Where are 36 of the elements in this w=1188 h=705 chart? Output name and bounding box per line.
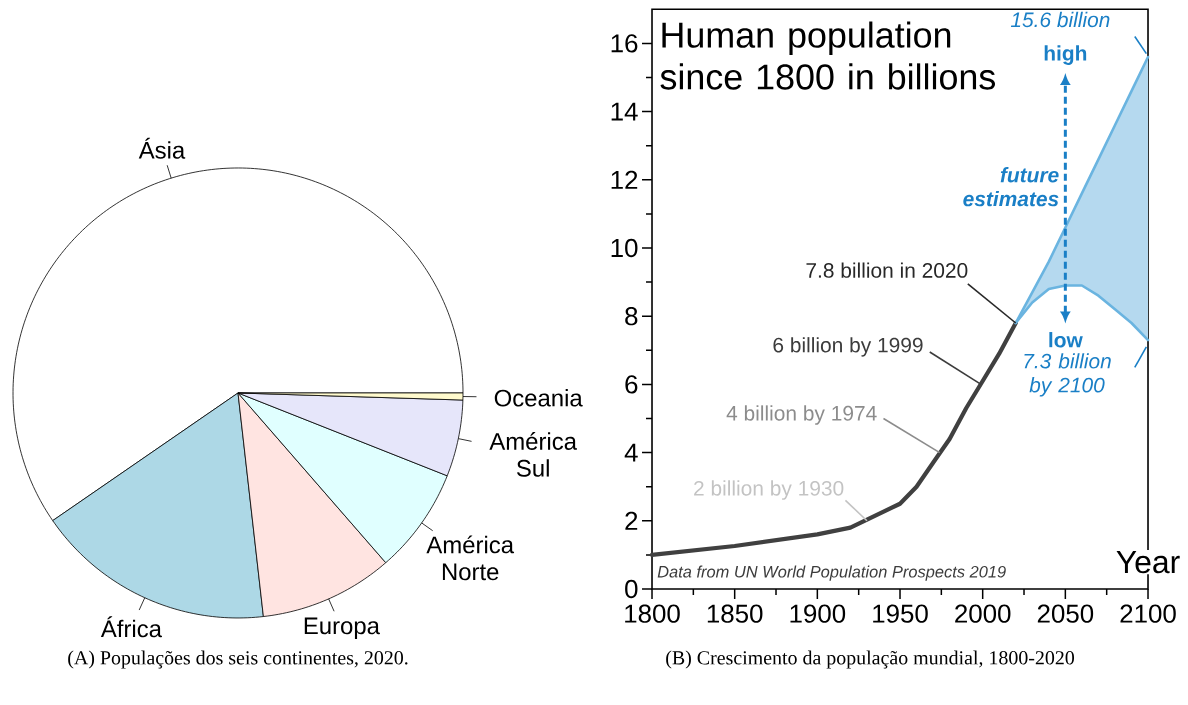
slice-label: África	[100, 616, 162, 638]
y-tick-label: 2	[625, 511, 638, 530]
x-tick-label: 2050	[1037, 604, 1094, 623]
x-tick-label: 2000	[955, 604, 1011, 623]
x-tick-label: 1950	[873, 604, 928, 623]
x-tick-label: 2100	[1120, 604, 1176, 623]
x-axis-title: Year	[1116, 551, 1180, 574]
text: (B) Crescimento da população mundial, 1800-2020	[666, 650, 1075, 669]
annotation: low	[1049, 332, 1083, 348]
annotation: Data from UN World Population Prospects 2019	[657, 565, 1006, 581]
y-tick-label: 4	[624, 443, 638, 462]
annotation: high	[1044, 45, 1087, 65]
annotation: 2 billion by 1930	[694, 480, 844, 500]
slice-label: América Norte	[426, 535, 515, 581]
annotation: 7.3 billion by 2100	[1024, 353, 1111, 397]
y-tick-label: 6	[625, 375, 638, 394]
annotation: 6 billion by 1999	[773, 337, 923, 357]
annotation: 15.6 billion	[1010, 11, 1110, 28]
y-tick-label: 14	[611, 102, 638, 121]
y-tick-label: 8	[625, 307, 638, 326]
y-tick-label: 12	[611, 170, 638, 189]
y-tick-label: 10	[611, 238, 638, 258]
text: Human population since 1800 in billions	[660, 21, 996, 90]
slice-label: Ásia	[138, 137, 186, 159]
annotation: future estimates	[963, 167, 1059, 207]
slice-label: América Sul	[489, 432, 577, 477]
annotation: 7.8 billion in 2020	[806, 262, 968, 278]
slice-label: Europa	[304, 617, 380, 639]
text: (A) Populações dos seis continentes, 2020.	[68, 650, 408, 669]
y-tick-label: 0	[625, 579, 638, 599]
annotation: 4 billion by 1974	[726, 405, 877, 425]
x-tick-label: 1900	[790, 604, 846, 623]
x-tick-label: 1850	[707, 604, 763, 623]
y-tick-label: 16	[611, 34, 638, 53]
x-tick-label: 1800	[625, 604, 680, 623]
slice-label: Oceania	[494, 389, 583, 407]
